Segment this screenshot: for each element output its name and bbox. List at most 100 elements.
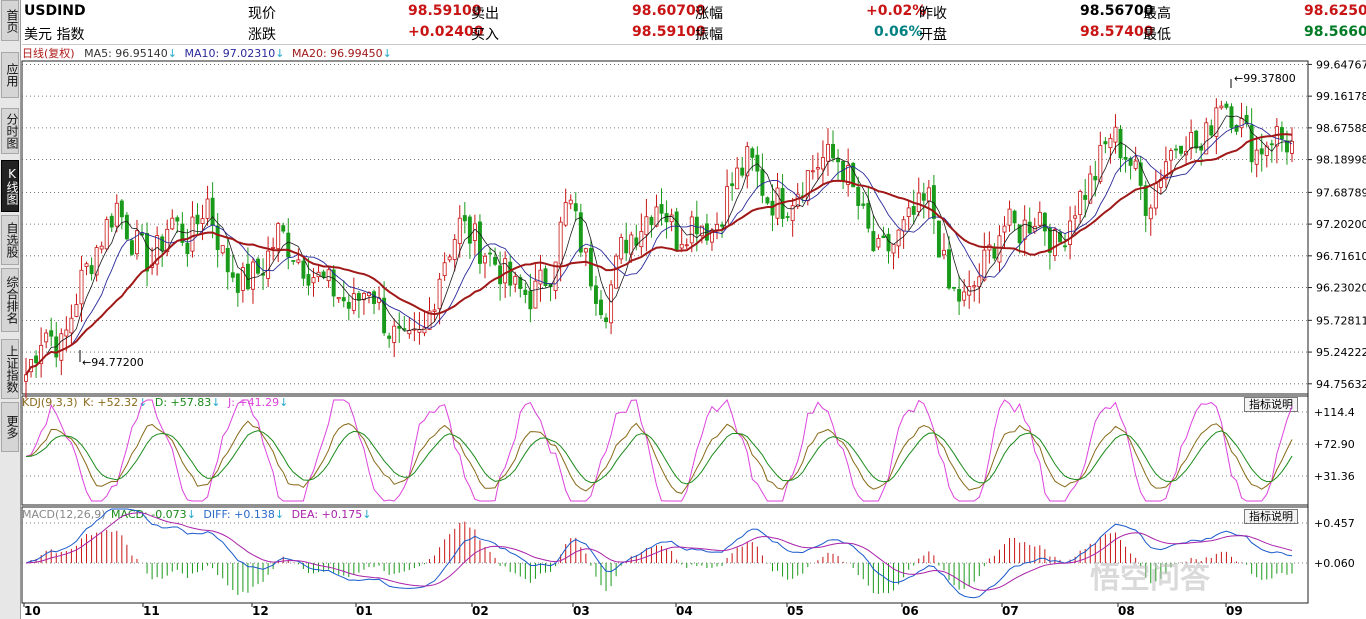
candle-body <box>291 260 296 262</box>
candle-body <box>24 374 28 382</box>
candle-body <box>982 249 987 281</box>
candle-body <box>326 269 331 282</box>
candle-body <box>1052 229 1057 256</box>
candle-body <box>967 286 972 296</box>
candle-body <box>755 154 760 172</box>
candle-body <box>891 243 896 254</box>
candle-body <box>200 218 205 224</box>
candle-body <box>765 197 770 204</box>
month-label: 01 <box>356 604 373 618</box>
sidebar-item-1[interactable]: 应用 <box>1 52 19 98</box>
sidebar-item-7[interactable]: 更多 <box>1 402 19 452</box>
candle-body <box>936 220 941 258</box>
candle-body <box>1290 140 1294 154</box>
main-legend: 日线(复权) MA5: 96.95140↓ MA10: 97.02310↓ MA… <box>22 45 392 61</box>
candle-body <box>341 297 346 302</box>
sidebar-item-0[interactable]: 首页 <box>1 0 19 41</box>
candle-body <box>795 193 800 207</box>
candle-body <box>336 297 341 300</box>
candle-body <box>604 317 609 323</box>
candle-body <box>114 202 119 227</box>
candle-body <box>836 157 841 163</box>
kdj-legend: KDJ(9,3,3) K: +52.32↓ D: +57.83↓ J: +41.… <box>22 396 288 409</box>
candle-body <box>493 256 498 265</box>
candle-body <box>205 198 210 219</box>
candle-body <box>861 203 866 206</box>
candle-body <box>34 355 39 364</box>
candle-body <box>1204 122 1209 155</box>
candle-body <box>952 286 957 289</box>
candle-body <box>881 235 886 239</box>
candle-body <box>64 329 69 337</box>
sidebar-item-4[interactable]: 自选股 <box>1 215 19 265</box>
candle-body <box>498 265 503 285</box>
candle-body <box>997 235 1002 263</box>
candle-body <box>1103 141 1108 145</box>
candle-body <box>624 239 629 254</box>
kdj-explain-button[interactable]: 指标说明 <box>1244 397 1298 412</box>
candle-body <box>402 328 407 331</box>
candle-body <box>770 200 775 216</box>
candle-body <box>170 217 175 230</box>
candle-body <box>99 245 104 250</box>
candle-body <box>1078 191 1083 215</box>
sidebar-item-5[interactable]: 综合排名 <box>1 268 19 332</box>
candle-body <box>377 297 382 303</box>
candle-body <box>926 187 931 202</box>
kdj-d-arrow-icon: ↓ <box>211 396 221 409</box>
candle-body <box>296 259 301 263</box>
candle-body <box>1244 114 1249 124</box>
candle-body <box>346 301 351 309</box>
candle-body <box>866 202 871 229</box>
candle-body <box>271 247 276 249</box>
candle-body <box>397 325 402 329</box>
candle-body <box>901 219 906 232</box>
value-change: +0.02400 <box>408 24 484 40</box>
candle-body <box>235 273 240 293</box>
macd-legend-title: MACD(12,26,9) <box>22 508 106 521</box>
ma5-legend: MA5: 96.95140 <box>84 47 168 60</box>
candle-body <box>407 330 412 335</box>
candle-body <box>1274 126 1279 147</box>
candle-body <box>331 269 336 297</box>
sidebar-item-3[interactable]: K线图 <box>1 160 19 212</box>
label-change: 涨跌 <box>248 27 276 43</box>
candle-body <box>361 292 366 301</box>
candle-body <box>851 162 856 188</box>
candle-body <box>1017 224 1022 244</box>
candle-body <box>452 239 457 260</box>
candle-body <box>942 249 946 256</box>
candle-body <box>240 267 245 291</box>
candle-body <box>558 221 563 265</box>
candle-body <box>225 247 230 273</box>
candle-body <box>145 233 150 272</box>
candle-body <box>644 216 649 236</box>
label-open: 开盘 <box>919 27 947 43</box>
candle-body <box>1093 176 1098 181</box>
sidebar-item-6[interactable]: 上证指数 <box>1 339 19 399</box>
candle-body <box>886 233 891 252</box>
candle-body <box>800 195 805 198</box>
candle-body <box>185 242 190 255</box>
candle-body <box>639 231 644 248</box>
candle-body <box>140 233 144 236</box>
candle-body <box>316 271 321 278</box>
candle-body <box>1037 211 1042 226</box>
candle-body <box>104 219 109 250</box>
macd-legend: MACD(12,26,9) MACD: -0.073↓ DIFF: +0.138… <box>22 508 371 521</box>
candle-body <box>1007 208 1012 226</box>
candle-body <box>195 214 200 225</box>
kdj-j-arrow-icon: ↓ <box>279 396 289 409</box>
candle-body <box>659 204 664 214</box>
candle-body <box>165 228 170 253</box>
candle-body <box>1143 185 1148 216</box>
price-axis-label: 96.71610 <box>1316 250 1366 263</box>
low-annotation: ←94.77200 <box>82 356 144 369</box>
macd-explain-button[interactable]: 指标说明 <box>1244 509 1298 524</box>
candle-body <box>462 215 467 222</box>
kdj-k-line <box>25 420 1293 494</box>
candle-body <box>1022 219 1027 240</box>
sidebar-item-2[interactable]: 分时图 <box>1 108 19 154</box>
candle-body <box>962 291 967 301</box>
